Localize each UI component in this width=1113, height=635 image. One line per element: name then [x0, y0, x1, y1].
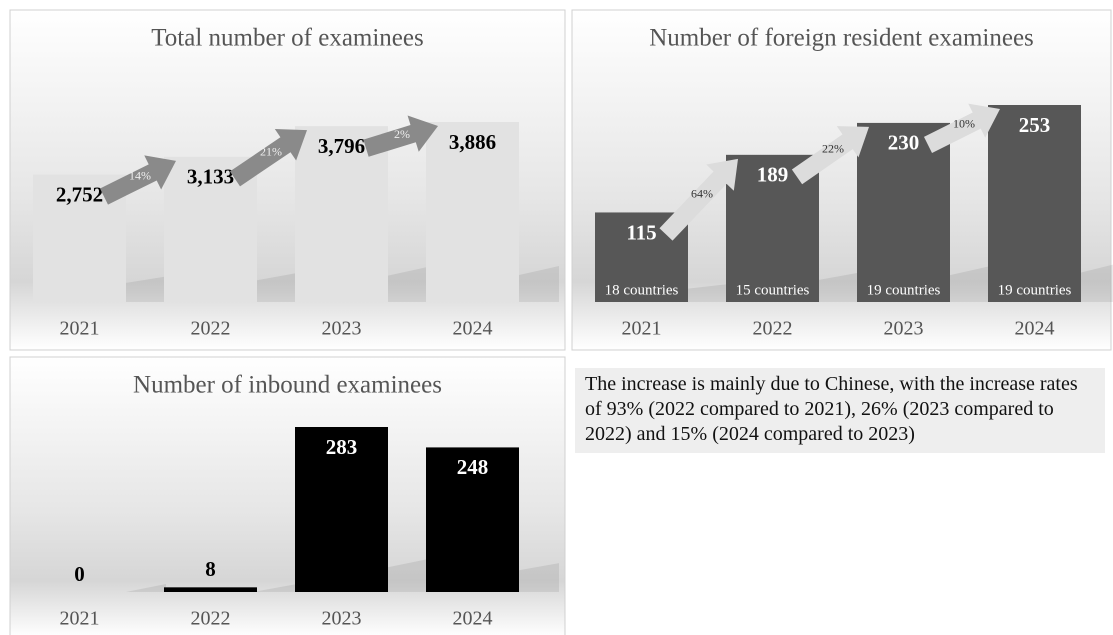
bar-label: 19 countries [998, 282, 1072, 298]
bar-shadow [388, 559, 428, 592]
bar [426, 122, 519, 302]
bar-shadow [519, 563, 559, 592]
bar-shadow [950, 266, 990, 302]
bar [857, 122, 950, 302]
bar-shadow [819, 272, 859, 302]
value-label: 115 [626, 220, 656, 244]
growth-label: 64% [691, 186, 713, 200]
growth-arrow [791, 126, 869, 185]
growth-arrow [229, 129, 307, 187]
x-tick-label: 2023 [322, 608, 362, 630]
x-tick-label: 2022 [753, 318, 793, 340]
x-tick-label: 2021 [622, 318, 662, 340]
value-label: 253 [1019, 113, 1051, 137]
value-label: 0 [74, 562, 85, 586]
x-tick-label: 2024 [453, 318, 493, 340]
value-label: 283 [326, 435, 358, 459]
bar [164, 587, 257, 592]
bar-shadow [688, 284, 728, 302]
growth-label: 21% [260, 144, 282, 158]
value-label: 3,133 [187, 165, 234, 189]
growth-arrow [363, 115, 438, 157]
x-tick-label: 2021 [60, 318, 100, 340]
x-tick-label: 2023 [884, 318, 924, 340]
bar-label: 19 countries [867, 282, 941, 298]
x-tick-label: 2024 [1015, 318, 1055, 340]
x-tick-label: 2022 [191, 608, 231, 630]
value-label: 189 [757, 163, 789, 187]
x-tick-label: 2023 [322, 318, 362, 340]
bar [295, 427, 388, 592]
growth-label: 22% [822, 142, 844, 156]
bar-shadow [257, 272, 297, 302]
growth-label: 2% [394, 127, 410, 141]
bar-label: 18 countries [605, 282, 679, 298]
value-label: 248 [457, 455, 489, 479]
value-label: 3,796 [318, 134, 365, 158]
value-label: 230 [888, 131, 920, 155]
value-label: 2,752 [56, 182, 103, 206]
bar-shadow [126, 276, 166, 302]
bar-shadow [126, 584, 166, 592]
bar-shadow [388, 266, 428, 302]
x-tick-label: 2021 [60, 608, 100, 630]
value-label: 8 [205, 557, 216, 581]
growth-label: 10% [953, 117, 975, 131]
growth-arrow [923, 103, 1000, 153]
bar [988, 105, 1081, 302]
value-label: 3,886 [449, 130, 496, 154]
bar-shadow [1081, 264, 1113, 302]
chart-title: Number of inbound examinees [133, 372, 442, 399]
growth-arrow [100, 155, 176, 205]
x-tick-label: 2022 [191, 318, 231, 340]
bar-shadow [519, 266, 559, 302]
x-tick-label: 2024 [453, 608, 493, 630]
chart-title: Total number of examinees [151, 25, 423, 52]
growth-arrow [659, 158, 738, 241]
bar [426, 447, 519, 592]
bar-label: 15 countries [736, 282, 810, 298]
note: The increase is mainly due to Chinese, w… [575, 368, 1105, 453]
bar-shadow [257, 584, 297, 592]
chart-title: Number of foreign resident examinees [649, 25, 1034, 52]
growth-label: 14% [129, 168, 151, 182]
